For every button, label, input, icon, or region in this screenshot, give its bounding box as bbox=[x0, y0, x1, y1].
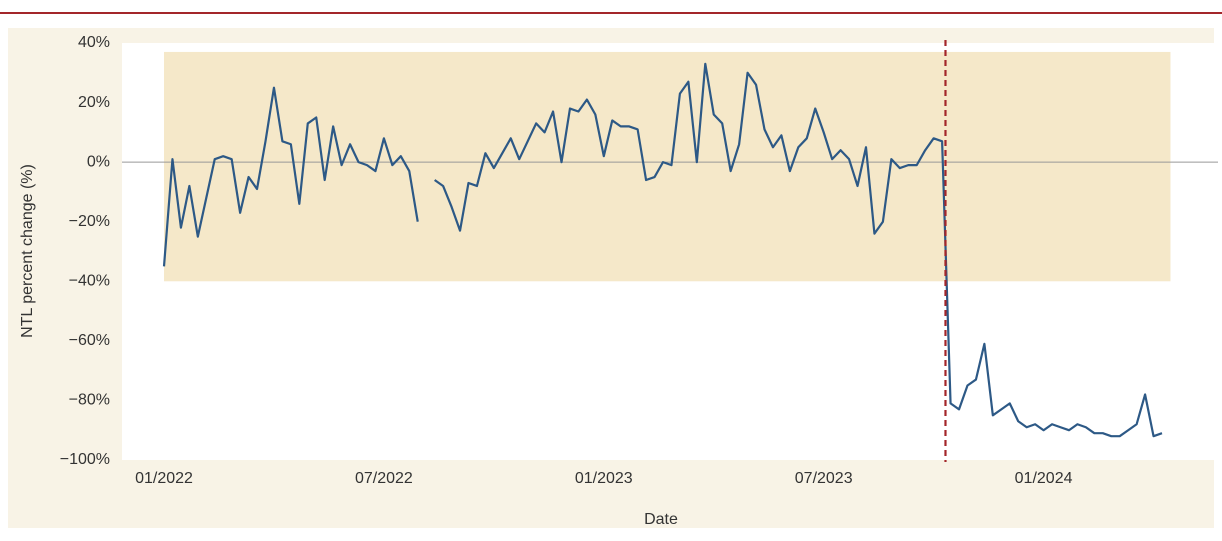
y-tick-label: 40% bbox=[78, 34, 110, 51]
x-tick-label: 01/2024 bbox=[1015, 470, 1073, 487]
shaded-band bbox=[164, 51, 1171, 282]
y-tick-label: −100% bbox=[60, 451, 110, 468]
y-tick-label: 0% bbox=[87, 153, 110, 170]
y-axis-label: NTL percent change (%) bbox=[19, 164, 36, 338]
y-tick-label: −60% bbox=[69, 332, 110, 349]
y-tick-label: −20% bbox=[69, 213, 110, 230]
x-tick-label: 01/2022 bbox=[135, 470, 193, 487]
x-axis-label: Date bbox=[644, 511, 678, 528]
y-tick-label: 20% bbox=[78, 94, 110, 111]
x-tick-label: 01/2023 bbox=[575, 470, 633, 487]
x-tick-label: 07/2022 bbox=[355, 470, 413, 487]
y-tick-label: −40% bbox=[69, 273, 110, 290]
data-line bbox=[434, 62, 1163, 438]
data-line bbox=[162, 86, 419, 267]
y-tick-label: −80% bbox=[69, 392, 110, 409]
x-tick-label: 07/2023 bbox=[795, 470, 853, 487]
